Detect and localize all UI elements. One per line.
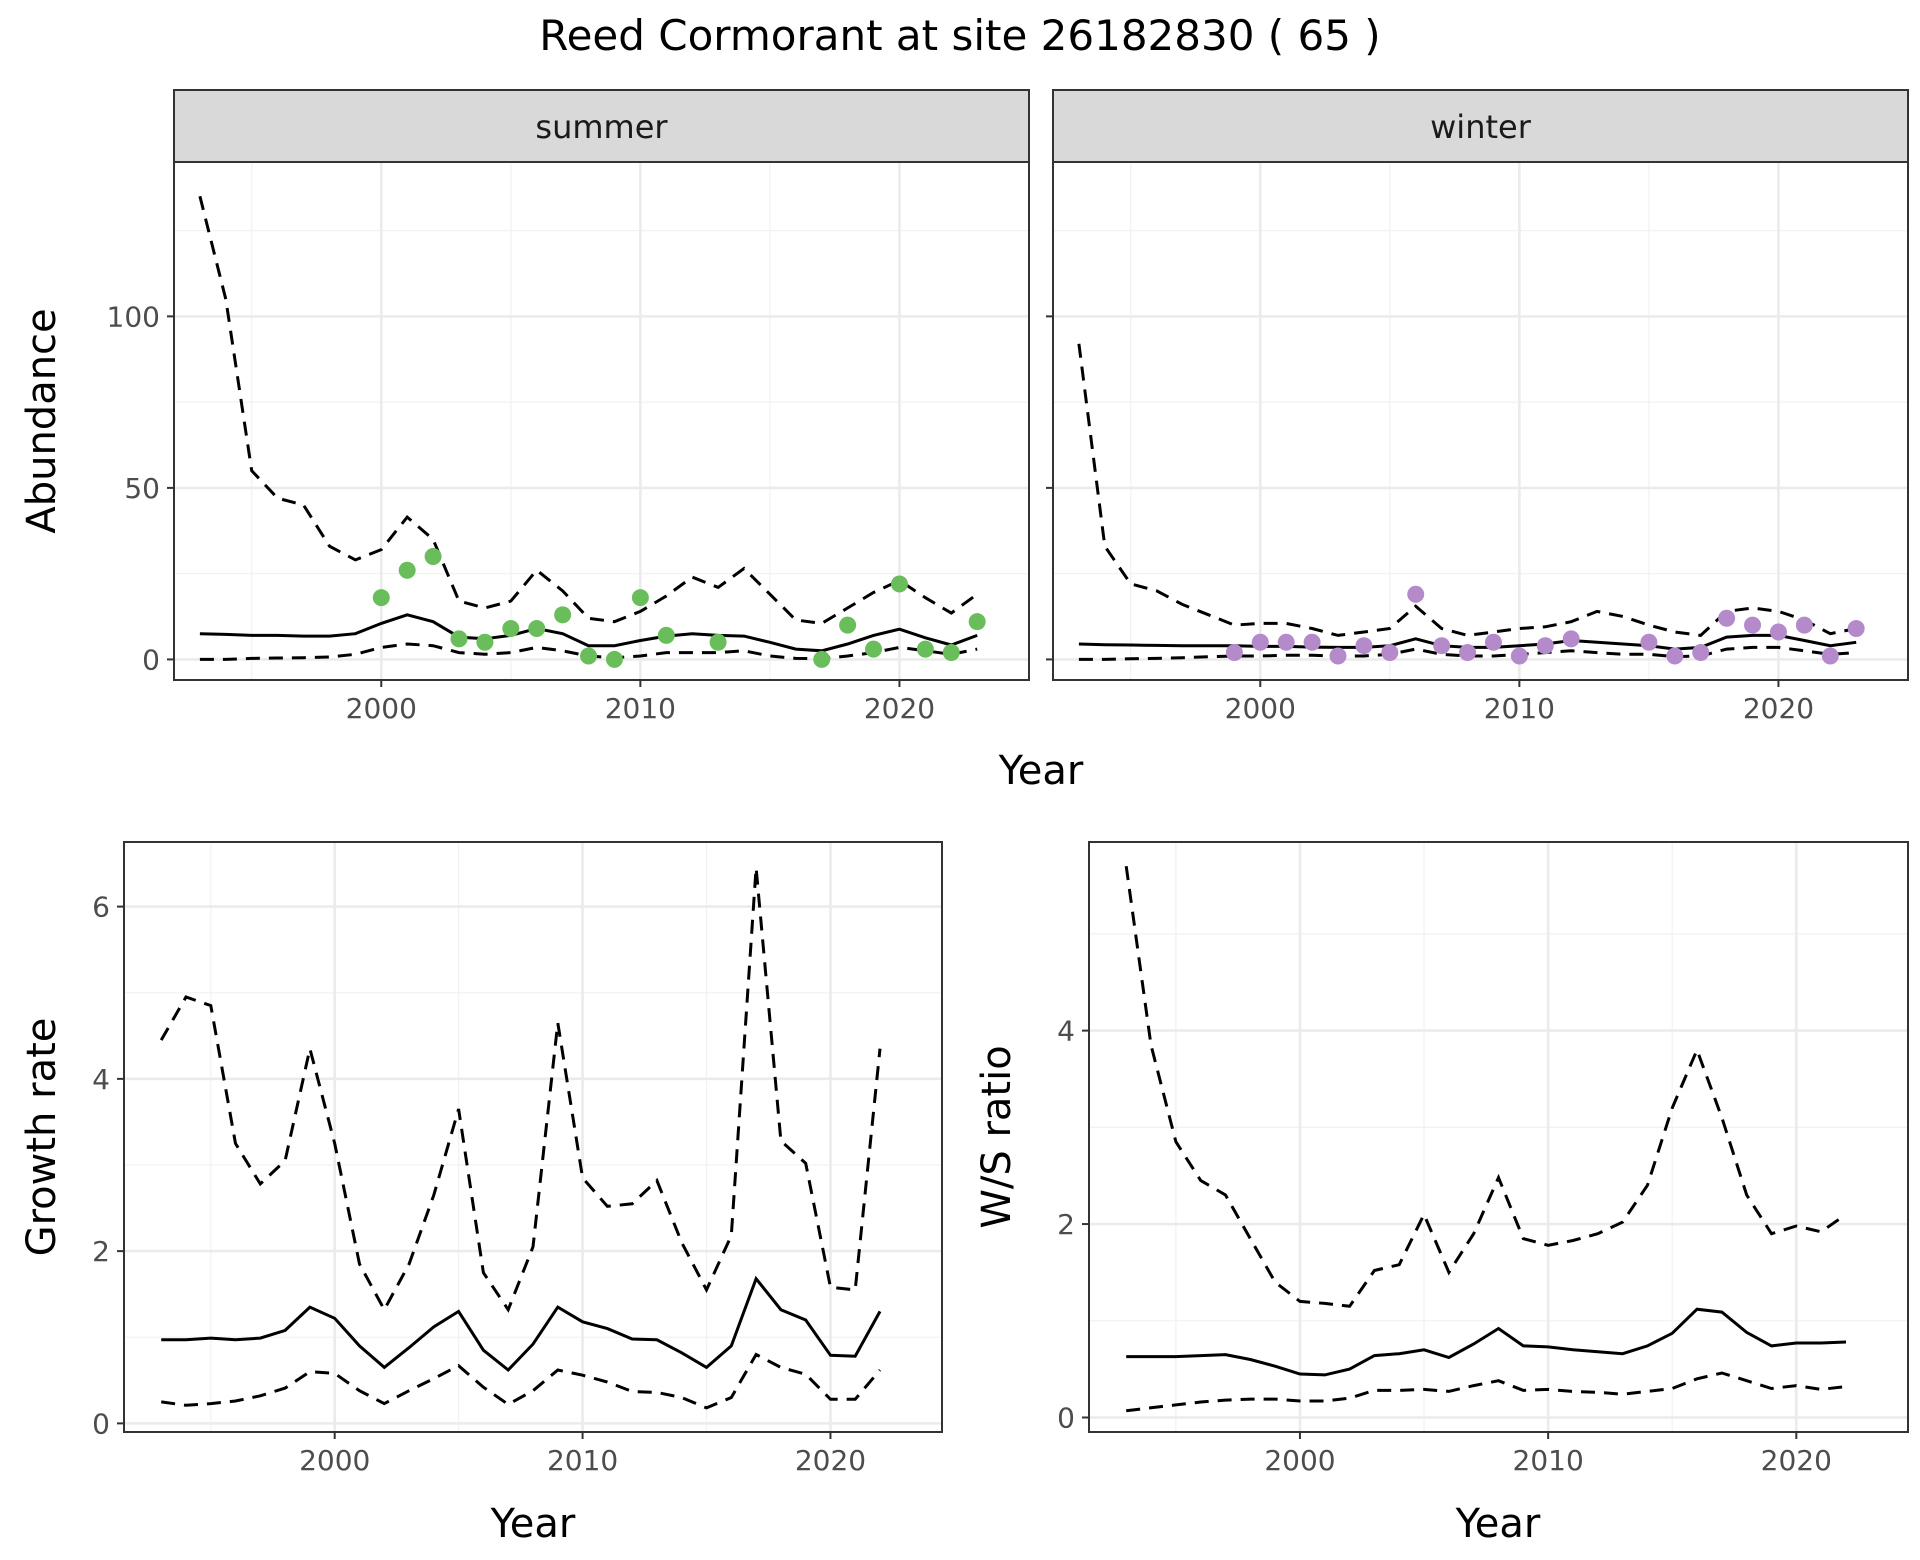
winter-observed-point <box>1536 637 1554 655</box>
x-tick-label: 2000 <box>346 692 417 725</box>
panel-summer: summer 2000 2010 2020 0 50 100 <box>107 89 1030 725</box>
x-tick-label: 2020 <box>795 1444 866 1477</box>
x-tick-label: 2000 <box>1264 1444 1335 1477</box>
y-tick-label: 2 <box>1057 1208 1075 1241</box>
winter-observed-point <box>1692 644 1710 662</box>
y-axis-label-abundance: Abundance <box>19 308 65 533</box>
winter-observed-point <box>1277 633 1295 651</box>
x-tick-label: 2010 <box>1484 692 1555 725</box>
winter-lower-ci-line <box>1078 645 1857 661</box>
growth-rate-upper-ci-line <box>159 867 882 1313</box>
x-tick-label: 2010 <box>605 692 676 725</box>
winter-observed-point <box>1251 633 1269 651</box>
strip-winter <box>1052 89 1909 163</box>
y-tick-label: 4 <box>92 1063 110 1096</box>
summer-observed-point <box>372 589 390 607</box>
panel-winter: winter 2000 2010 2020 <box>1046 89 1909 725</box>
summer-observed-point <box>631 589 649 607</box>
summer-upper-ci-line <box>198 195 979 625</box>
x-tick-label: 2000 <box>299 1444 370 1477</box>
summer-observed-point <box>424 548 442 566</box>
strip-label-summer: summer <box>535 108 668 146</box>
winter-upper-ci-line <box>1077 343 1857 637</box>
plot-frame-summer <box>173 161 1030 681</box>
winter-observed-point <box>1329 647 1347 665</box>
winter-observed-point <box>1666 647 1684 665</box>
x-tick-label: 2000 <box>1225 692 1296 725</box>
strip-label-winter: winter <box>1430 108 1532 146</box>
summer-observed-point <box>657 626 675 644</box>
summer-observed-point <box>916 640 934 658</box>
y-axis-label-ws-ratio: W/S ratio <box>974 1045 1020 1228</box>
growth-rate-lower-ci-line <box>160 1352 882 1410</box>
x-axis-label-top: Year <box>998 748 1084 794</box>
summer-observed-point <box>528 620 546 638</box>
chart-title: Reed Cormorant at site 26182830 ( 65 ) <box>539 11 1380 60</box>
winter-observed-point <box>1744 616 1762 634</box>
summer-observed-point <box>580 647 598 665</box>
strip-summer <box>173 89 1030 163</box>
x-tick-label: 2020 <box>864 692 935 725</box>
x-axis-label-growth-rate: Year <box>490 1501 576 1547</box>
summer-observed-point <box>813 650 831 668</box>
winter-observed-point <box>1225 644 1243 662</box>
x-axis-label-ws-ratio: Year <box>1455 1501 1541 1547</box>
y-tick-label: 4 <box>1057 1015 1075 1048</box>
winter-observed-point <box>1821 647 1839 665</box>
panel-ws-ratio: 2000 2010 2020 0 2 4 <box>1057 841 1909 1477</box>
summer-mean-line <box>199 613 978 653</box>
winter-observed-point <box>1303 633 1321 651</box>
winter-observed-point <box>1484 633 1502 651</box>
summer-observed-point <box>605 650 623 668</box>
ws-ratio-lower-ci-line <box>1126 1371 1847 1413</box>
winter-observed-point <box>1795 616 1813 634</box>
winter-observed-point <box>1640 633 1658 651</box>
winter-observed-point <box>1433 637 1451 655</box>
y-tick-label: 2 <box>92 1235 110 1268</box>
y-tick-label: 0 <box>92 1407 110 1440</box>
summer-observed-point <box>502 620 520 638</box>
summer-observed-point <box>865 640 883 658</box>
summer-observed-point <box>476 633 494 651</box>
summer-observed-point <box>709 633 727 651</box>
x-tick-label: 2020 <box>1743 692 1814 725</box>
growth-rate-mean-line <box>161 1275 882 1373</box>
x-tick-label: 2010 <box>547 1444 618 1477</box>
y-tick-label: 50 <box>124 472 160 505</box>
plot-frame-ws-ratio <box>1088 841 1909 1433</box>
y-axis-label-growth-rate: Growth rate <box>19 1018 65 1257</box>
summer-observed-point <box>398 561 416 579</box>
plot-frame-winter <box>1052 161 1909 681</box>
x-tick-label: 2010 <box>1513 1444 1584 1477</box>
winter-observed-point <box>1769 623 1787 641</box>
y-tick-label: 100 <box>107 300 160 333</box>
winter-observed-point <box>1718 609 1736 627</box>
y-tick-label: 0 <box>1057 1401 1075 1434</box>
winter-observed-point <box>1407 585 1425 603</box>
summer-observed-point <box>890 575 908 593</box>
summer-observed-point <box>839 616 857 634</box>
plot-frame-growth-rate <box>123 841 943 1433</box>
x-tick-label: 2020 <box>1761 1444 1832 1477</box>
summer-observed-point <box>554 606 572 624</box>
summer-observed-point <box>968 613 986 631</box>
winter-observed-point <box>1510 647 1528 665</box>
winter-observed-point <box>1355 637 1373 655</box>
panel-growth-rate: 2000 2010 2020 0 2 4 6 <box>92 841 943 1477</box>
winter-observed-point <box>1381 644 1399 662</box>
winter-observed-point <box>1562 630 1580 648</box>
winter-observed-point <box>1847 620 1865 638</box>
summer-observed-point <box>942 644 960 662</box>
y-tick-label: 0 <box>142 643 160 676</box>
ws-ratio-upper-ci-line <box>1124 865 1847 1308</box>
summer-observed-point <box>450 630 468 648</box>
y-tick-label: 6 <box>92 891 110 924</box>
ws-ratio-mean-line <box>1126 1307 1847 1377</box>
winter-observed-point <box>1459 644 1477 662</box>
